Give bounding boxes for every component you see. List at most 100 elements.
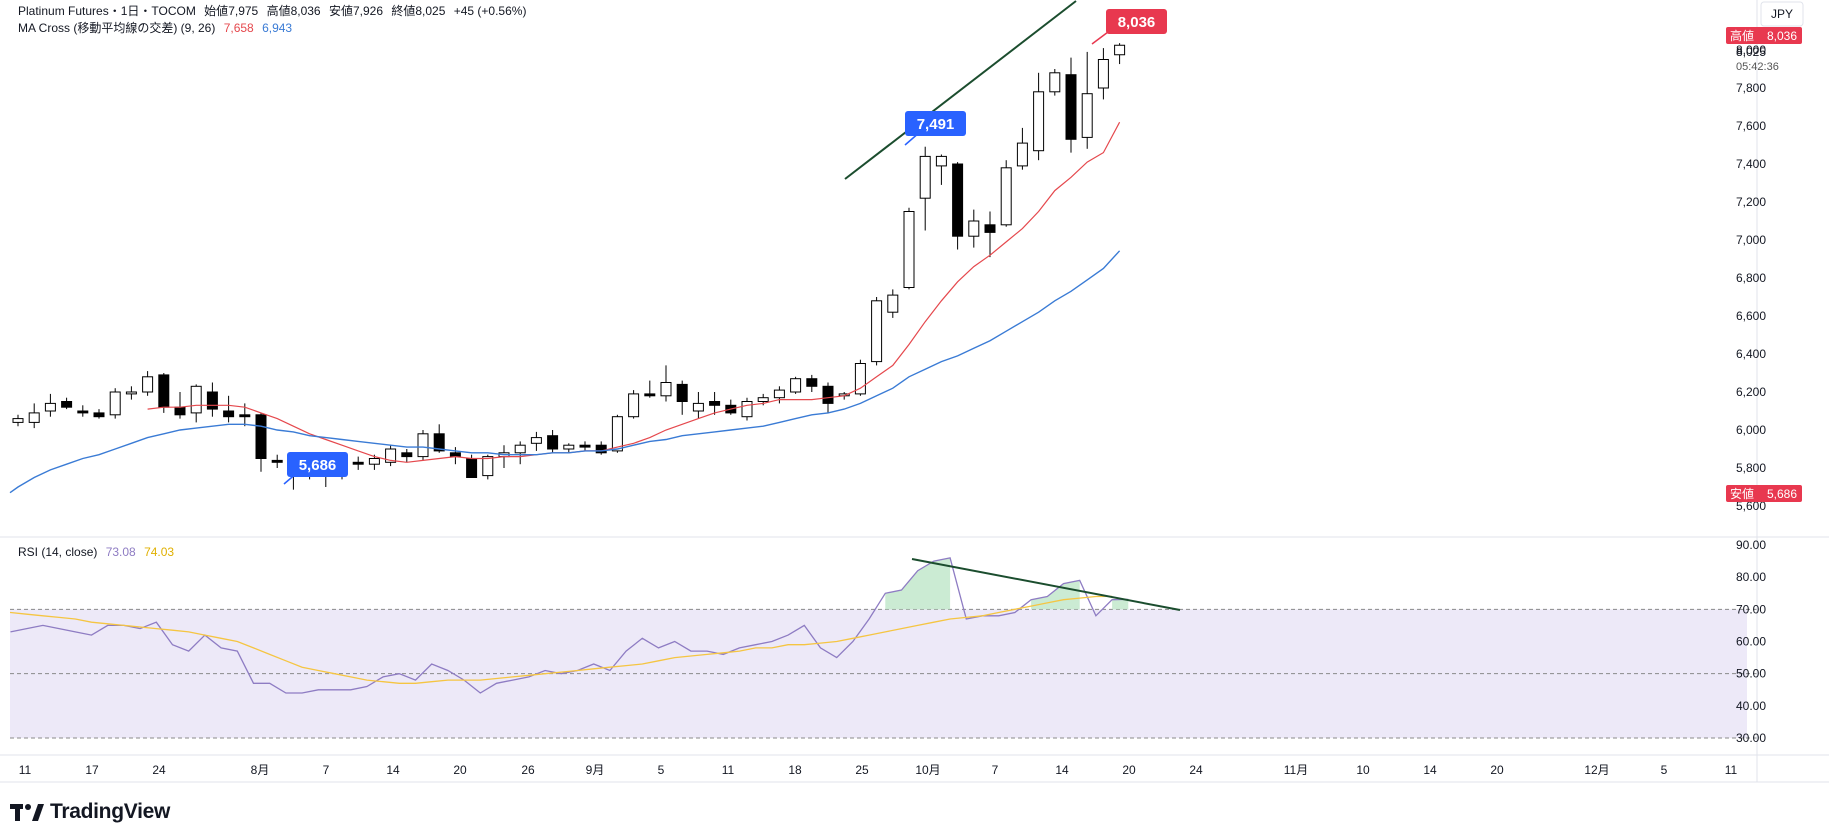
rsi-tick-label: 50.00 (1736, 667, 1766, 681)
candle[interactable] (854, 359, 866, 396)
time-tick-label: 10月 (915, 763, 940, 777)
open-label: 始値 (204, 4, 229, 18)
candle[interactable] (676, 380, 688, 415)
candle[interactable] (611, 414, 623, 453)
candle[interactable] (12, 414, 24, 427)
high-value: 8,036 (290, 4, 321, 18)
ma-legend[interactable]: MA Cross (移動平均線の交差) (9, 26) 7,658 6,943 (18, 19, 297, 36)
candle[interactable] (968, 209, 980, 248)
rsi-overbought-fill (1112, 599, 1129, 610)
last-price-label: 8,025 (1736, 45, 1766, 59)
candle[interactable] (271, 454, 283, 468)
candle[interactable] (433, 424, 445, 453)
candle[interactable] (449, 447, 461, 465)
candle[interactable] (709, 392, 721, 415)
candle[interactable] (206, 382, 218, 417)
rsi-tick-label: 80.00 (1736, 570, 1766, 584)
candle[interactable] (984, 211, 996, 258)
candle[interactable] (142, 371, 154, 396)
candle[interactable] (44, 393, 56, 417)
candle[interactable] (93, 409, 105, 419)
candle[interactable] (563, 443, 575, 453)
price-tick-label: 8,000 (1736, 43, 1766, 57)
candle[interactable] (352, 456, 364, 470)
candle[interactable] (368, 454, 380, 470)
candle-body-up (125, 391, 137, 395)
callout-low[interactable]: 5,686 (283, 452, 348, 485)
candle[interactable] (223, 395, 235, 423)
price-trendline[interactable] (844, 0, 1077, 180)
candle-body-down (271, 459, 283, 463)
candle[interactable] (530, 431, 542, 451)
candle[interactable] (628, 390, 640, 419)
candle[interactable] (871, 297, 883, 366)
candle-body-up (368, 458, 380, 465)
header-ohlc: Platinum Futures・1日・TOCOM 始値7,975 高値8,03… (18, 2, 531, 19)
candle[interactable] (919, 146, 931, 231)
candle[interactable] (741, 397, 753, 421)
candle[interactable] (952, 162, 964, 250)
candle[interactable] (725, 399, 737, 415)
candle[interactable] (61, 397, 73, 410)
candle-body-down (676, 383, 688, 402)
candle-body-up (1114, 44, 1126, 56)
candle[interactable] (887, 289, 899, 318)
candle[interactable] (125, 386, 137, 400)
rsi-tick-label: 70.00 (1736, 602, 1766, 616)
candle[interactable] (109, 388, 121, 419)
callout-high-text: 8,036 (1118, 14, 1156, 31)
candle[interactable] (77, 405, 89, 417)
candle[interactable] (1114, 43, 1126, 65)
candle[interactable] (806, 374, 818, 392)
rsi-tick-label: 30.00 (1736, 731, 1766, 745)
high-tag: 高値 (1730, 28, 1754, 43)
candle-body-up (757, 397, 769, 403)
time-tick-label: 20 (453, 763, 467, 777)
candle[interactable] (1049, 69, 1061, 96)
tradingview-logo[interactable]: TradingView (10, 800, 170, 824)
candle-body-down (1065, 74, 1077, 140)
currency-selector[interactable]: JPY (1760, 1, 1804, 27)
candle[interactable] (644, 380, 656, 398)
candle-body-up (887, 294, 899, 313)
candle[interactable] (773, 386, 785, 404)
candle[interactable] (595, 441, 607, 455)
candle[interactable] (174, 392, 186, 419)
candle[interactable] (28, 403, 40, 429)
callout-high[interactable]: 8,036 (1091, 9, 1167, 45)
candle[interactable] (255, 412, 267, 472)
candle[interactable] (385, 445, 397, 467)
candle-body-down (984, 224, 996, 233)
time-tick-label: 8月 (251, 763, 270, 777)
candle[interactable] (1097, 48, 1109, 100)
candle[interactable] (1016, 127, 1028, 170)
instrument-title: Platinum Futures・1日・TOCOM (18, 4, 196, 18)
candle[interactable] (935, 154, 947, 185)
time-tick-label: 20 (1122, 763, 1136, 777)
rsi-legend[interactable]: RSI (14, close) 73.08 74.03 (18, 545, 179, 559)
candle[interactable] (579, 441, 591, 451)
time-tick-label: 18 (788, 763, 802, 777)
rsi-trendline[interactable] (911, 558, 1181, 611)
price-tick-label: 7,600 (1736, 119, 1766, 133)
candle[interactable] (692, 392, 704, 419)
candle[interactable] (547, 430, 559, 453)
candle[interactable] (1081, 51, 1093, 149)
candle[interactable] (1065, 57, 1077, 153)
candle[interactable] (790, 376, 802, 394)
candle[interactable] (514, 441, 526, 465)
candle-body-down (61, 401, 73, 408)
candle[interactable] (401, 449, 413, 463)
candle[interactable] (417, 430, 429, 461)
time-tick-label: 26 (521, 763, 535, 777)
candle[interactable] (190, 384, 202, 423)
candle[interactable] (1033, 72, 1045, 161)
price-tick-label: 6,400 (1736, 347, 1766, 361)
rsi-tick-label: 60.00 (1736, 635, 1766, 649)
candle-body-up (968, 220, 980, 237)
candle[interactable] (1000, 160, 1012, 227)
candle[interactable] (660, 365, 672, 402)
candle[interactable] (903, 207, 915, 290)
callout-mid[interactable]: 7,491 (904, 111, 966, 146)
